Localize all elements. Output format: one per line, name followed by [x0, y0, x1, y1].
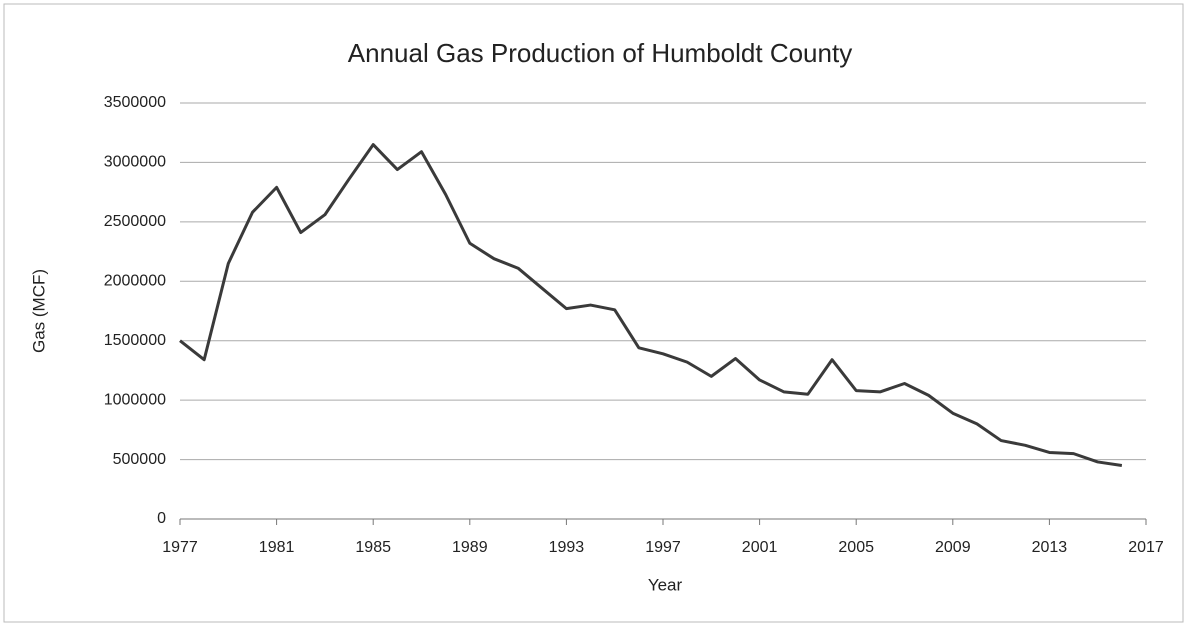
x-tick-label: 1981	[259, 539, 295, 556]
x-tick-label: 1977	[162, 539, 198, 556]
y-tick-label: 3000000	[104, 154, 166, 171]
x-tick-label: 2005	[838, 539, 874, 556]
x-tick-label: 1985	[355, 539, 391, 556]
y-tick-label: 1000000	[104, 391, 166, 408]
y-tick-label: 1500000	[104, 332, 166, 349]
y-tick-label: 2000000	[104, 273, 166, 290]
x-tick-label: 1989	[452, 539, 488, 556]
chart-border	[3, 3, 1184, 623]
data-line	[179, 143, 1123, 467]
y-tick-label: 0	[157, 510, 166, 527]
x-tick-label: 2009	[935, 539, 971, 556]
y-axis-label: Gas (MCF)	[29, 269, 48, 353]
x-tick-label: 2013	[1032, 539, 1068, 556]
x-axis-label: Year	[648, 575, 683, 594]
chart-title: Annual Gas Production of Humboldt County	[348, 38, 852, 68]
y-tick-label: 2500000	[104, 213, 166, 230]
x-tick-label: 2001	[742, 539, 778, 556]
x-tick-label: 1997	[645, 539, 681, 556]
x-tick-label: 2017	[1128, 539, 1164, 556]
y-tick-label: 3500000	[104, 94, 166, 111]
y-tick-label: 500000	[113, 451, 166, 468]
x-tick-label: 1993	[549, 539, 585, 556]
